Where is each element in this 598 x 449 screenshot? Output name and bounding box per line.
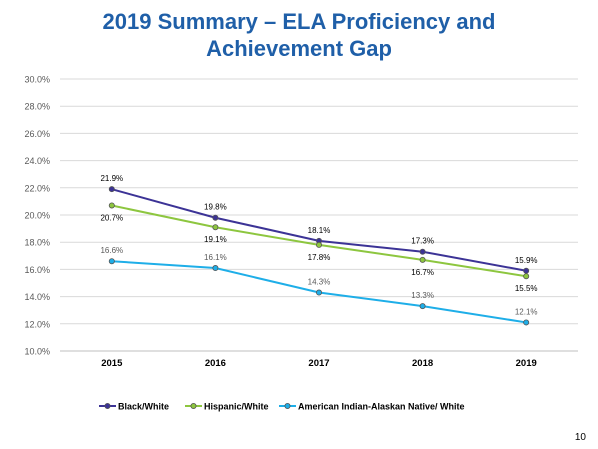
y-tick-label: 18.0% [24, 238, 50, 248]
data-label-hispanic-white: 15.5% [515, 284, 538, 293]
data-label-black-white: 18.1% [308, 226, 331, 235]
data-point-hispanic-white [315, 241, 322, 248]
data-label-black-white: 19.8% [204, 203, 227, 212]
data-point-american-indian-alaskan-native-white [212, 265, 219, 272]
y-tick-label: 28.0% [24, 102, 50, 112]
data-label-hispanic-white: 17.8% [308, 253, 331, 262]
data-point-black-white [212, 214, 219, 221]
data-point-black-white [523, 267, 530, 274]
y-tick-label: 22.0% [24, 183, 50, 193]
chart-title-line-2: Achievement Gap [206, 36, 392, 61]
y-tick-label: 30.0% [24, 75, 50, 85]
data-point-hispanic-white [523, 273, 530, 280]
y-tick-label: 12.0% [24, 319, 50, 329]
data-label-black-white: 17.3% [411, 237, 434, 246]
data-point-hispanic-white [212, 224, 219, 231]
data-point-hispanic-white [419, 256, 426, 263]
data-label-american-indian-alaskan-native-white: 14.3% [308, 278, 331, 287]
data-label-american-indian-alaskan-native-white: 16.1% [204, 253, 227, 262]
chart-title-line-1: 2019 Summary – ELA Proficiency and [102, 9, 496, 34]
data-point-black-white [419, 248, 426, 255]
data-label-black-white: 15.9% [515, 256, 538, 265]
data-point-black-white [108, 186, 115, 193]
legend-label-american-indian-alaskan-native-white: American Indian-Alaskan Native/ White [298, 402, 465, 412]
x-tick-label: 2016 [205, 358, 226, 369]
y-tick-label: 16.0% [24, 265, 50, 275]
data-point-american-indian-alaskan-native-white [419, 303, 426, 310]
y-tick-label: 14.0% [24, 292, 50, 302]
x-tick-label: 2015 [101, 358, 123, 369]
data-label-black-white: 21.9% [100, 174, 123, 183]
data-label-american-indian-alaskan-native-white: 16.6% [100, 246, 123, 255]
data-point-american-indian-alaskan-native-white [523, 319, 530, 326]
y-tick-label: 10.0% [24, 347, 50, 357]
y-tick-label: 24.0% [24, 156, 50, 166]
data-point-american-indian-alaskan-native-white [108, 258, 115, 265]
page-number: 10 [574, 432, 586, 443]
x-tick-label: 2019 [516, 358, 537, 369]
data-label-american-indian-alaskan-native-white: 12.1% [515, 307, 538, 316]
y-tick-label: 20.0% [24, 211, 50, 221]
data-label-hispanic-white: 20.7% [100, 213, 123, 222]
legend-marker-american-indian-alaskan-native-white [284, 402, 291, 409]
data-label-hispanic-white: 19.1% [204, 235, 227, 244]
legend-marker-black-white [104, 402, 111, 409]
legend-label-hispanic-white: Hispanic/White [204, 402, 269, 412]
x-tick-label: 2017 [308, 358, 329, 369]
chart-title: 2019 Summary – ELA Proficiency and Achie… [0, 8, 598, 62]
data-label-american-indian-alaskan-native-white: 13.3% [411, 291, 434, 300]
legend-marker-hispanic-white [190, 402, 197, 409]
data-point-hispanic-white [108, 202, 115, 209]
data-point-american-indian-alaskan-native-white [315, 289, 322, 296]
legend-label-black-white: Black/White [118, 402, 169, 412]
x-tick-label: 2018 [412, 358, 433, 369]
y-tick-label: 26.0% [24, 129, 50, 139]
data-label-hispanic-white: 16.7% [411, 268, 434, 277]
